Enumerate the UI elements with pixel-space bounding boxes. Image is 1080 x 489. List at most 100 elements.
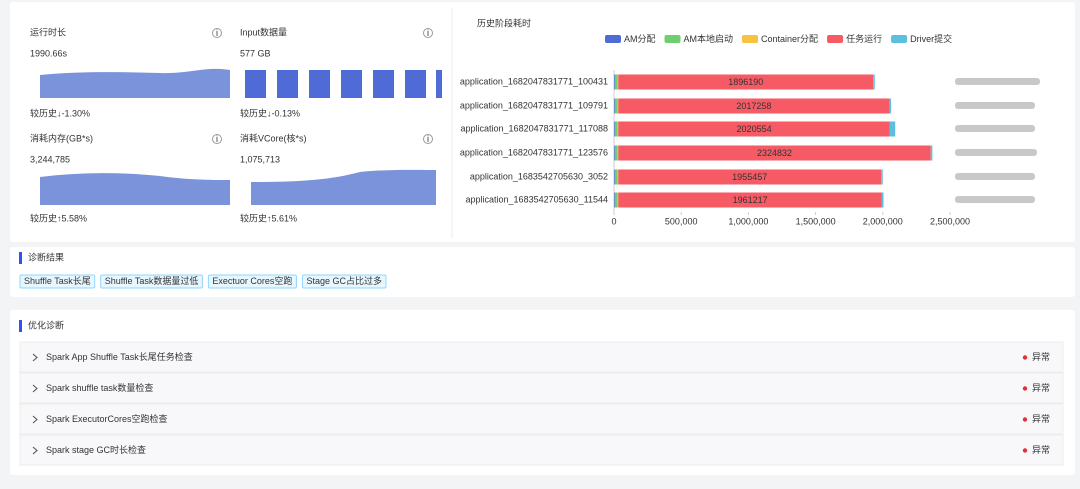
- tag-label: Exectuor Cores空跑: [212, 275, 292, 286]
- section-marker: [19, 320, 22, 332]
- sparkline-bars: [245, 70, 442, 98]
- bar-segment: [618, 98, 890, 114]
- section-marker: [19, 252, 22, 264]
- check-label: Spark stage GC时长检查: [46, 444, 146, 455]
- legend-label: Container分配: [761, 34, 818, 44]
- bar-segment: [614, 145, 615, 161]
- chevron: [32, 353, 38, 362]
- bar-segment: [930, 145, 933, 161]
- bar-segment: [617, 98, 619, 114]
- info-icon: [423, 134, 433, 144]
- check-row[interactable]: [19, 434, 1064, 466]
- bar-segment: [614, 98, 618, 114]
- status-dot: [1022, 355, 1028, 360]
- metric-value: 577 GB: [240, 48, 271, 58]
- bar-segment: [618, 145, 931, 161]
- metric-compare: 较历史↑5.61%: [240, 212, 297, 223]
- check-label: Spark ExecutorCores空跑检查: [46, 413, 168, 424]
- section-title: 诊断结果: [28, 251, 64, 262]
- check-row[interactable]: [19, 372, 1064, 404]
- metric-label: Input数据量: [240, 26, 287, 37]
- bar-label: 1955457: [732, 172, 767, 182]
- x-tick-label: 2,000,000: [863, 216, 903, 226]
- bar-segment: [618, 121, 890, 137]
- info-icon-mark: i: [427, 28, 429, 38]
- bar-segment: [617, 192, 619, 208]
- bar-segment: [618, 169, 882, 185]
- y-tick-label: application_1683542705630_3052: [470, 171, 608, 181]
- tag[interactable]: [207, 274, 297, 289]
- bar-segment: [614, 121, 618, 137]
- bar-segment: [881, 169, 883, 185]
- bar-segment: [614, 145, 618, 161]
- x-tick-label: 2,500,000: [930, 216, 970, 226]
- bar-segment: [618, 192, 882, 208]
- legend-swatch: [827, 35, 844, 43]
- check-label: Spark App Shuffle Task长尾任务检查: [46, 351, 193, 362]
- chevron: [32, 384, 38, 393]
- chevron: [32, 415, 38, 424]
- metric-compare: 较历史↑5.58%: [30, 212, 87, 223]
- legend-label: AM分配: [624, 34, 656, 44]
- tag-label: Shuffle Task长尾: [24, 275, 91, 286]
- metric-value: 3,244,785: [30, 154, 70, 164]
- status-dot: [1022, 417, 1028, 422]
- check-row[interactable]: [19, 403, 1064, 435]
- legend-label: 任务运行: [846, 33, 882, 44]
- diagnosis-panel: [10, 247, 1075, 297]
- bar-label: 2017258: [736, 101, 771, 111]
- tag[interactable]: [100, 274, 203, 289]
- bar-label: 2324832: [757, 148, 792, 158]
- bar-segment: [614, 98, 615, 114]
- bar-segment: [617, 145, 619, 161]
- info-icon: [423, 28, 433, 38]
- check-label: Spark shuffle task数量检查: [46, 382, 153, 393]
- y-tick-label: application_1683542705630_11544: [466, 194, 608, 204]
- info-icon-mark: i: [427, 134, 429, 144]
- tag[interactable]: [19, 274, 96, 289]
- bar-segment: [617, 169, 619, 185]
- bar-segment: [618, 74, 874, 90]
- sparkline: [40, 173, 230, 205]
- bar-label: 2020554: [737, 124, 772, 134]
- info-icon: [212, 134, 222, 144]
- legend-swatch: [664, 35, 681, 43]
- x-tick-label: 1,000,000: [728, 216, 768, 226]
- metric-compare: 较历史↓-1.30%: [30, 107, 90, 118]
- metric-value: 1990.66s: [30, 48, 68, 58]
- info-icon: [212, 28, 222, 38]
- metric-label: 运行时长: [30, 26, 66, 37]
- tag-label: Stage GC占比过多: [306, 275, 382, 286]
- metric-label: 消耗内存(GB*s): [30, 132, 93, 143]
- info-icon-mark: i: [216, 28, 218, 38]
- status-label: 异常: [1032, 351, 1050, 362]
- legend-label: Driver提交: [910, 33, 952, 44]
- x-tick-label: 500,000: [665, 216, 698, 226]
- tag-label: Shuffle Task数据量过低: [105, 275, 199, 286]
- bar-segment: [889, 121, 896, 137]
- bar-segment: [873, 74, 875, 90]
- legend-label: AM本地启动: [684, 33, 734, 44]
- sparkline: [251, 169, 436, 205]
- y-tick-label: application_1682047831771_117088: [461, 123, 608, 133]
- legend-swatch: [891, 35, 908, 43]
- bar-segment: [614, 192, 618, 208]
- bar-segment: [614, 192, 615, 208]
- metric-label: 消耗VCore(核*s): [240, 132, 307, 143]
- status-dot: [1022, 386, 1028, 391]
- bar-segment: [889, 98, 892, 114]
- legend-swatch: [605, 35, 621, 43]
- check-row[interactable]: [19, 341, 1064, 373]
- x-tick-label: 0: [611, 216, 616, 226]
- status-dot: [1022, 448, 1028, 453]
- tag[interactable]: [301, 274, 387, 289]
- sparkline: [40, 68, 230, 98]
- metric-value: 1,075,713: [240, 154, 280, 164]
- legend-swatch: [742, 35, 759, 43]
- bar-segment: [614, 74, 618, 90]
- bar-segment: [614, 121, 615, 137]
- x-tick-label: 1,500,000: [796, 216, 836, 226]
- bar-segment: [614, 74, 615, 90]
